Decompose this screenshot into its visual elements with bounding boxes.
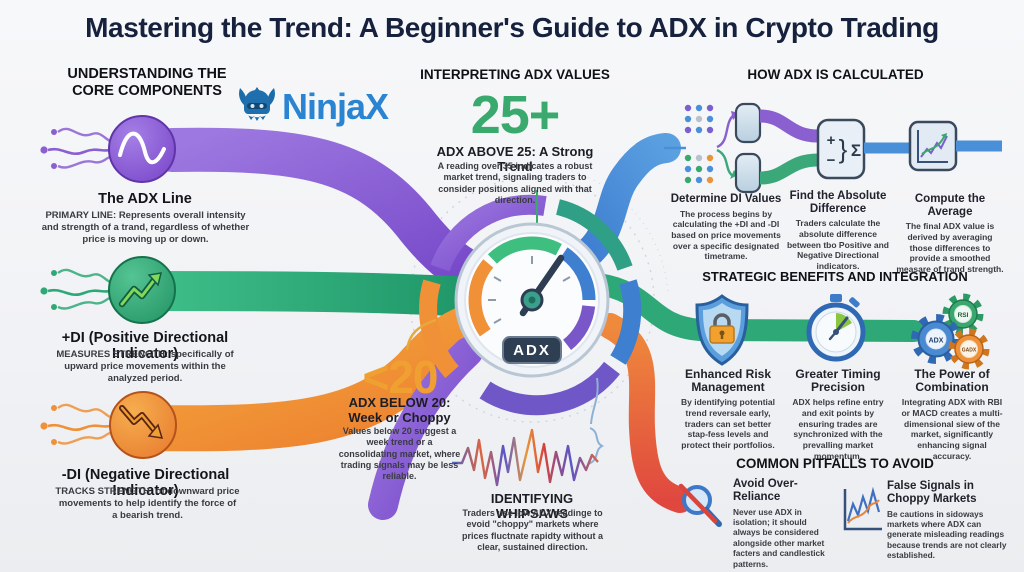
- adx-gauge: ADX: [454, 222, 610, 378]
- svg-text:−: −: [827, 152, 836, 169]
- benefit-3: The Power of Combination Integrating ADX…: [898, 367, 1006, 461]
- gauge-segment-green: [487, 236, 562, 264]
- adx-line-icon: [108, 115, 176, 183]
- interpreting-header: INTERPRETING ADX VALUES: [420, 67, 610, 82]
- adx-below-desc: Values below 20 suggest a week trend or …: [338, 426, 461, 481]
- gauge-segment-orange: [468, 259, 494, 337]
- whipsaws-title: IDENTIFYING WHIPSAWS: [490, 491, 574, 521]
- gears-icon: RSI ADX GADX: [911, 293, 990, 370]
- brand-logo: NinjaX: [234, 84, 389, 130]
- svg-text:Σ: Σ: [851, 141, 861, 160]
- connector-below: [405, 318, 437, 351]
- brand-name: NinjaX: [282, 86, 389, 127]
- pitfall-1-desc: Never use ADX in isolation; it should al…: [733, 506, 825, 569]
- page-title: Mastering the Trend: A Beginner's Guide …: [85, 12, 939, 43]
- minus-di-squiggle: [39, 403, 112, 447]
- benefit-1: Enhanced Risk Management By identifying …: [676, 367, 780, 451]
- benefits-ribbon: [587, 273, 925, 342]
- benefits-header: STRATEGIC BENEFITS AND INTEGRATION: [702, 269, 968, 284]
- minus-di-ribbon: [127, 301, 501, 452]
- calc-step-3-title: Compute the Average: [914, 193, 986, 218]
- branch-arrow-down: [716, 148, 734, 177]
- calc-step-2-title: Find the Absolute Difference: [789, 190, 887, 215]
- benefit-2-title: Greater Timing Precision: [795, 367, 881, 395]
- components-header: UNDERSTANDING THE CORE COMPONENTS: [67, 66, 227, 99]
- sum-box: + − } Σ: [816, 118, 866, 180]
- gear-adx: ADX: [911, 314, 961, 364]
- svg-text:+: +: [827, 132, 836, 149]
- adx-line-title: The ADX Line: [98, 191, 192, 207]
- svg-text:GADX: GADX: [962, 348, 977, 354]
- benefit-1-desc: By identifying potential trend reversale…: [681, 397, 775, 450]
- di-dots-grid-2: [684, 154, 714, 184]
- calc-step-1-title: Determine DI Values: [670, 193, 782, 205]
- pitfall-2-title: False Signals in Choppy Markets: [887, 480, 977, 505]
- choppy-chart-icon: [843, 486, 882, 531]
- pitfall-2-desc: Be cautions in sidoways markets where AD…: [887, 508, 1007, 561]
- shield-lock-icon: [695, 294, 749, 366]
- plus-di-box: [734, 102, 762, 144]
- adx-below-value: <20: [362, 351, 438, 403]
- gauge-segment-purple: [562, 305, 596, 351]
- plus-di-icon: [108, 256, 176, 324]
- adx-squiggle: [39, 127, 112, 171]
- gauge-label-badge: ADX: [502, 336, 562, 364]
- calc-step-1-desc: The process begins by calculating the +D…: [671, 208, 781, 262]
- branch-arrow-up: [716, 114, 735, 149]
- magnifier-slash-icon: [678, 483, 722, 527]
- calculation-header: HOW ADX IS CALCULATED: [747, 67, 924, 82]
- pitfall-1: Avoid Over-Reliance Never use ADX in iso…: [733, 478, 835, 569]
- whipsaw-chart: [452, 428, 599, 487]
- adx-above-value: 25+: [470, 85, 561, 145]
- plus-di-desc: MEASURES STRENGTH: specifically of upwar…: [56, 349, 234, 384]
- gauge-swirl: [419, 194, 642, 416]
- calc-step-2-desc: Traders calculate the absolute differenc…: [786, 218, 890, 271]
- pitfall-2: False Signals in Choppy Markets Be cauti…: [887, 480, 1007, 561]
- minus-di-desc: TRACKS STRENGTH: of downward price movem…: [55, 486, 240, 521]
- green-flow: [759, 153, 819, 185]
- gauge-segment-blue: [560, 247, 596, 301]
- gear-gadx: GADX: [948, 328, 990, 370]
- pitfall-1-title: Avoid Over-Reliance: [733, 478, 798, 503]
- adx-line-ribbon: [150, 127, 514, 304]
- minus-di-box: [734, 152, 762, 194]
- calc-step-3-desc: The final ADX value is derived by averag…: [896, 221, 1004, 274]
- adx-line-desc: PRIMARY LINE: Represents overall intensi…: [41, 210, 250, 245]
- svg-text:}: }: [839, 134, 848, 164]
- benefit-3-title: The Power of Combination: [914, 367, 990, 395]
- pitfalls-header: COMMON PITFALLS TO AVOID: [736, 456, 934, 471]
- plus-di-squiggle: [39, 268, 112, 312]
- stopwatch-icon: [806, 294, 866, 362]
- average-chart-box: [908, 120, 958, 172]
- benefit-1-title: Enhanced Risk Management: [684, 367, 772, 395]
- minus-di-title: -DI (Negative Directional Indicator): [61, 467, 230, 499]
- adx-above-desc: A reading over 35 indicates a robust mar…: [437, 161, 593, 205]
- calc-step-1: Determine DI Values The process begins b…: [670, 193, 782, 262]
- purple-flow: [759, 109, 819, 143]
- svg-text:ADX: ADX: [929, 338, 944, 345]
- adx-below-title: ADX BELOW 20: Week or Choppy: [348, 395, 451, 425]
- plus-di-title: +DI (Positive Directional Indicator): [61, 330, 229, 362]
- svg-text:ADX: ADX: [513, 342, 551, 359]
- benefit-2-desc: ADX helps refine entry and exit points b…: [792, 397, 884, 461]
- adx-above-title: ADX ABOVE 25: A Strong Trend: [436, 144, 594, 174]
- benefit-2: Greater Timing Precision ADX helps refin…: [788, 367, 888, 461]
- calculation-flow: + − } Σ: [664, 102, 1002, 194]
- gear-rsi: RSI: [942, 293, 984, 335]
- svg-text:RSI: RSI: [958, 312, 969, 319]
- calc-step-3: Compute the Average The final ADX value …: [896, 193, 1004, 274]
- gauge-ticks: [488, 256, 571, 324]
- benefit-3-desc: Integrating ADX with RBI or MACD creates…: [901, 397, 1003, 461]
- di-dots-grid-1: [684, 104, 714, 134]
- calc-step-2: Find the Absolute Difference Traders cal…: [786, 190, 890, 271]
- minus-di-icon: [109, 391, 177, 459]
- ninja-helmet-icon: [239, 87, 275, 121]
- whipsaws-desc: Traders use low ADX readinge to evoid "c…: [461, 508, 604, 552]
